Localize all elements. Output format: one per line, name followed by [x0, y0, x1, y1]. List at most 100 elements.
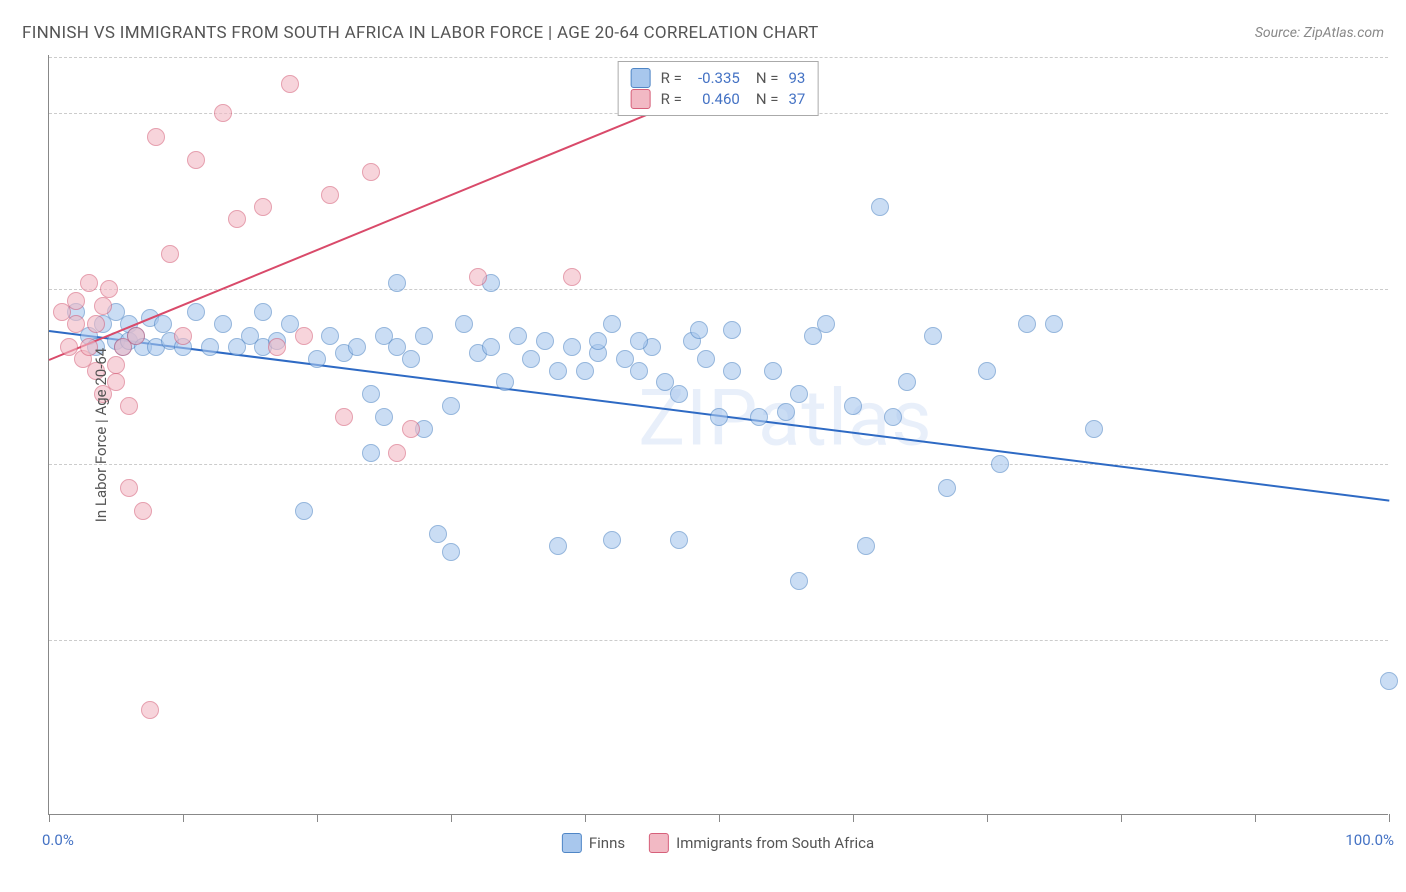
data-point	[375, 408, 393, 426]
data-point	[482, 338, 500, 356]
data-point	[938, 479, 956, 497]
data-point	[174, 327, 192, 345]
x-axis-min-label: 0.0%	[42, 831, 74, 849]
x-tick	[585, 814, 586, 822]
data-point	[603, 315, 621, 333]
data-point	[576, 362, 594, 380]
gridline	[49, 640, 1388, 641]
data-point	[563, 338, 581, 356]
stats-legend: R = -0.335 N = 93 R = 0.460 N = 37	[618, 61, 819, 116]
data-point	[549, 362, 567, 380]
data-point	[670, 531, 688, 549]
r-label: R =	[661, 90, 682, 108]
data-point	[589, 332, 607, 350]
data-point	[147, 128, 165, 146]
data-point	[710, 408, 728, 426]
data-point	[415, 327, 433, 345]
stats-legend-row: R = -0.335 N = 93	[631, 68, 806, 88]
legend-item: Finns	[562, 833, 625, 853]
legend-swatch-finns-icon	[631, 68, 651, 88]
r-label: R =	[661, 69, 682, 87]
data-point	[978, 362, 996, 380]
data-point	[214, 315, 232, 333]
data-point	[603, 531, 621, 549]
data-point	[268, 338, 286, 356]
plot-region: ZIPatlas 55.0%70.0%85.0%100.0%	[48, 55, 1388, 815]
data-point	[1018, 315, 1036, 333]
data-point	[100, 280, 118, 298]
data-point	[442, 397, 460, 415]
data-point	[563, 268, 581, 286]
data-point	[442, 543, 460, 561]
data-point	[991, 455, 1009, 473]
chart-title: FINNISH VS IMMIGRANTS FROM SOUTH AFRICA …	[22, 23, 819, 43]
data-point	[254, 303, 272, 321]
gridline	[49, 464, 1388, 465]
data-point	[723, 321, 741, 339]
data-point	[764, 362, 782, 380]
n-value: 93	[788, 69, 805, 87]
legend-label: Immigrants from South Africa	[676, 834, 874, 852]
data-point	[201, 338, 219, 356]
legend-item: Immigrants from South Africa	[649, 833, 874, 853]
data-point	[871, 198, 889, 216]
x-tick	[853, 814, 854, 822]
x-tick	[987, 814, 988, 822]
data-point	[630, 332, 648, 350]
data-point	[67, 292, 85, 310]
data-point	[321, 327, 339, 345]
chart-header: FINNISH VS IMMIGRANTS FROM SOUTH AFRICA …	[22, 18, 1384, 48]
data-point	[187, 303, 205, 321]
x-tick	[1121, 814, 1122, 822]
x-tick	[1255, 814, 1256, 822]
data-point	[777, 403, 795, 421]
n-value: 37	[788, 90, 805, 108]
data-point	[1380, 672, 1398, 690]
data-point	[348, 338, 366, 356]
data-point	[402, 350, 420, 368]
data-point	[335, 408, 353, 426]
series-legend: Finns Immigrants from South Africa	[562, 833, 874, 853]
data-point	[630, 362, 648, 380]
legend-swatch-finns-icon	[562, 833, 582, 853]
data-point	[161, 245, 179, 263]
x-tick	[1389, 814, 1390, 822]
data-point	[127, 327, 145, 345]
data-point	[549, 537, 567, 555]
source-label: Source: ZipAtlas.com	[1255, 25, 1384, 41]
data-point	[87, 315, 105, 333]
data-point	[295, 502, 313, 520]
data-point	[898, 373, 916, 391]
x-tick	[451, 814, 452, 822]
data-point	[295, 327, 313, 345]
data-point	[884, 408, 902, 426]
data-point	[80, 274, 98, 292]
r-value: -0.335	[688, 69, 740, 87]
data-point	[388, 274, 406, 292]
data-point	[362, 444, 380, 462]
data-point	[120, 397, 138, 415]
data-point	[496, 373, 514, 391]
data-point	[670, 385, 688, 403]
x-tick	[719, 814, 720, 822]
data-point	[187, 151, 205, 169]
data-point	[281, 75, 299, 93]
data-point	[362, 163, 380, 181]
data-point	[1085, 420, 1103, 438]
data-point	[924, 327, 942, 345]
data-point	[723, 362, 741, 380]
data-point	[1045, 315, 1063, 333]
n-label: N =	[756, 90, 779, 108]
y-axis-title: In Labor Force | Age 20-64	[92, 348, 110, 522]
legend-swatch-immigrants-icon	[631, 89, 651, 109]
chart-area: ZIPatlas 55.0%70.0%85.0%100.0% In Labor …	[48, 55, 1388, 815]
data-point	[429, 525, 447, 543]
data-point	[228, 210, 246, 228]
data-point	[120, 479, 138, 497]
data-point	[308, 350, 326, 368]
x-tick	[183, 814, 184, 822]
data-point	[455, 315, 473, 333]
legend-swatch-immigrants-icon	[649, 833, 669, 853]
data-point	[697, 350, 715, 368]
data-point	[134, 502, 152, 520]
